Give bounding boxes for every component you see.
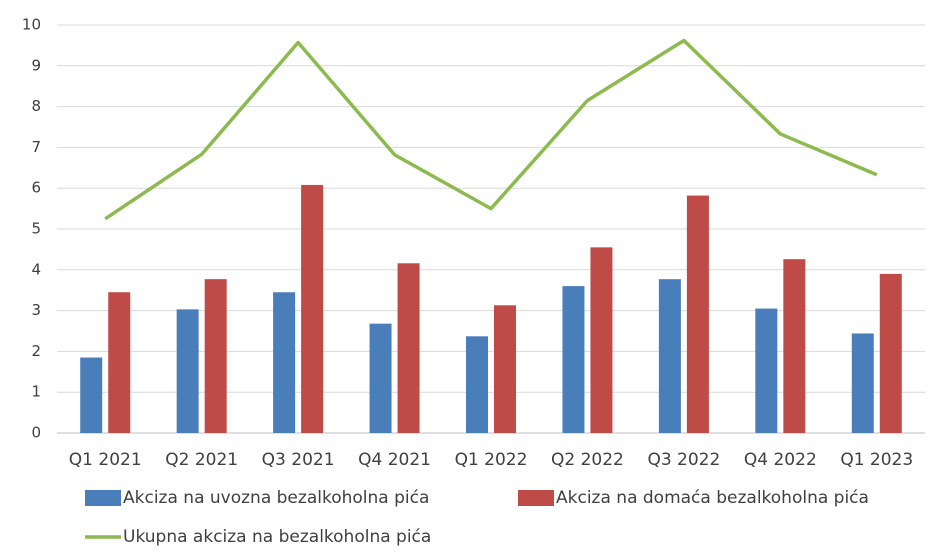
x-tick-label: Q2 2022: [551, 450, 624, 470]
x-tick-label: Q4 2022: [744, 450, 817, 470]
bar: [686, 195, 709, 433]
x-tick-label: Q1 2021: [69, 450, 142, 470]
x-tick-label: Q4 2021: [358, 450, 431, 470]
y-tick-label: 2: [31, 342, 41, 360]
bar: [590, 247, 613, 433]
bar: [397, 263, 420, 433]
legend-label: Ukupna akciza na bezalkoholna pića: [123, 527, 431, 547]
y-tick-label: 7: [31, 138, 41, 156]
bar: [562, 286, 585, 433]
y-tick-label: 0: [31, 424, 41, 442]
bar: [204, 279, 227, 433]
legend-label: Akciza na domaća bezalkoholna pića: [556, 488, 869, 508]
y-tick-label: 1: [31, 383, 41, 401]
bar: [80, 357, 103, 433]
bar: [466, 336, 488, 433]
bar: [369, 323, 392, 433]
y-tick-label: 6: [31, 179, 41, 197]
bar: [755, 308, 778, 433]
bar: [658, 279, 681, 433]
line: [104, 38, 878, 221]
bar: [176, 309, 199, 433]
x-tick-label: Q2 2021: [165, 450, 238, 470]
bar: [108, 292, 131, 433]
legend-label: Akciza na uvozna bezalkoholna pića: [123, 488, 429, 508]
x-tick-label: Q3 2021: [262, 450, 335, 470]
x-tick-label: Q3 2022: [647, 450, 720, 470]
y-tick-label: 4: [31, 260, 41, 278]
x-tick-label: Q1 2023: [840, 450, 913, 470]
y-tick-label: 3: [31, 301, 41, 319]
y-tick-label: 8: [31, 97, 41, 115]
legend-swatch: [85, 490, 121, 506]
bar: [783, 259, 806, 433]
bar: [494, 305, 516, 433]
bar: [879, 273, 902, 433]
bar: [273, 292, 296, 433]
legend-swatch: [518, 490, 554, 506]
x-tick-label: Q1 2022: [455, 450, 528, 470]
bar: [301, 184, 324, 433]
y-tick-label: 5: [31, 220, 41, 238]
y-tick-label: 10: [22, 16, 41, 34]
y-tick-label: 9: [31, 56, 41, 74]
bar: [851, 333, 874, 433]
